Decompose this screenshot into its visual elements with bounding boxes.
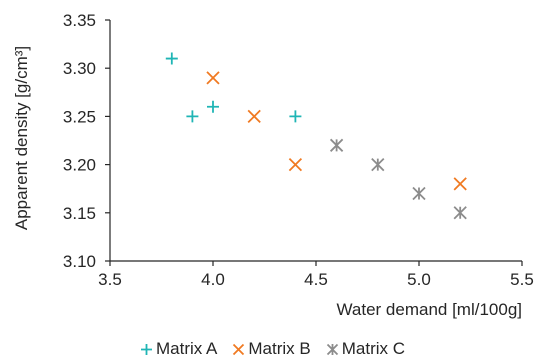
x-tick-label: 5.0: [407, 270, 431, 289]
y-axis-label: Apparent density [g/cm³]: [12, 46, 31, 230]
x-tick-label: 3.5: [98, 270, 122, 289]
data-point-matrix-a: [165, 52, 178, 65]
scatter-chart: 3.5 4.0 4.5 5.0 5.53.103.153.203.253.303.35 …: [12, 11, 534, 319]
y-tick-label: 3.35: [63, 11, 96, 30]
y-tick-label: 3.20: [63, 156, 96, 175]
data-point-matrix-a: [289, 110, 302, 123]
y-tick-label: 3.15: [63, 204, 96, 223]
x-tick-label: 4.0: [201, 270, 225, 289]
asterisk-marker-icon: [326, 343, 338, 355]
legend-label: Matrix C: [341, 339, 406, 358]
legend-item-matrix-a: Matrix A: [139, 339, 217, 359]
x-axis-label: Water demand [ml/100g]: [336, 300, 522, 319]
x-tick-label: 5.5: [510, 270, 534, 289]
y-tick-label: 3.10: [63, 252, 96, 271]
legend-label: Matrix A: [155, 339, 218, 358]
x-marker-icon: [233, 343, 245, 355]
data-point-matrix-b: [206, 71, 220, 85]
legend-label: Matrix B: [248, 339, 311, 358]
x-tick-label: 4.5: [304, 270, 328, 289]
data-point-matrix-b: [453, 177, 467, 191]
data-points: [165, 52, 467, 220]
legend-item-matrix-c: Matrix C: [325, 339, 405, 359]
tick-labels: 3.5 4.0 4.5 5.0 5.5 3.10 3.15 3.20 3.25 3.30 3.35: [63, 11, 534, 289]
data-point-matrix-c: [453, 206, 467, 220]
y-tick-label: 3.30: [63, 59, 96, 78]
data-point-matrix-c: [412, 186, 426, 201]
axes: [105, 19, 523, 266]
data-point-matrix-b: [247, 109, 261, 124]
data-point-matrix-c: [371, 157, 385, 172]
plus-marker-icon: [140, 343, 152, 355]
data-point-matrix-b: [288, 157, 303, 172]
legend: Matrix A Matrix B Matrix C: [0, 338, 544, 360]
data-point-matrix-c: [329, 138, 344, 152]
legend-item-matrix-b: Matrix B: [231, 339, 311, 359]
data-point-matrix-a: [186, 110, 199, 123]
y-tick-label: 3.25: [63, 107, 96, 126]
data-point-matrix-a: [207, 100, 219, 113]
